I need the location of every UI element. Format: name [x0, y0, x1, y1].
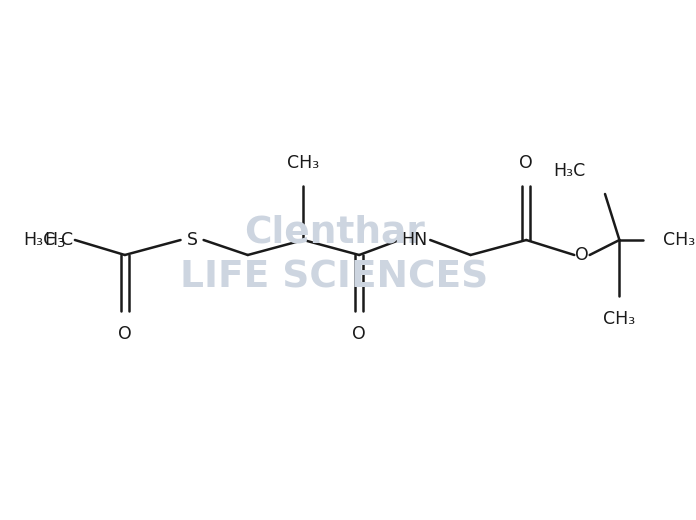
Text: 3: 3: [57, 237, 65, 250]
Text: O: O: [118, 325, 132, 343]
Text: O: O: [352, 325, 366, 343]
Text: C: C: [61, 231, 72, 249]
Text: CH₃: CH₃: [663, 231, 695, 249]
Text: H: H: [45, 231, 58, 249]
Text: HN: HN: [402, 231, 428, 249]
Text: H₃C: H₃C: [553, 162, 586, 180]
Text: O: O: [575, 246, 589, 264]
Text: Clenthar
LIFE SCIENCES: Clenthar LIFE SCIENCES: [180, 215, 489, 295]
Text: O: O: [519, 154, 533, 172]
Text: H₃C: H₃C: [24, 231, 56, 249]
Text: CH₃: CH₃: [603, 310, 635, 328]
Text: S: S: [187, 231, 198, 249]
Text: CH₃: CH₃: [287, 154, 319, 172]
